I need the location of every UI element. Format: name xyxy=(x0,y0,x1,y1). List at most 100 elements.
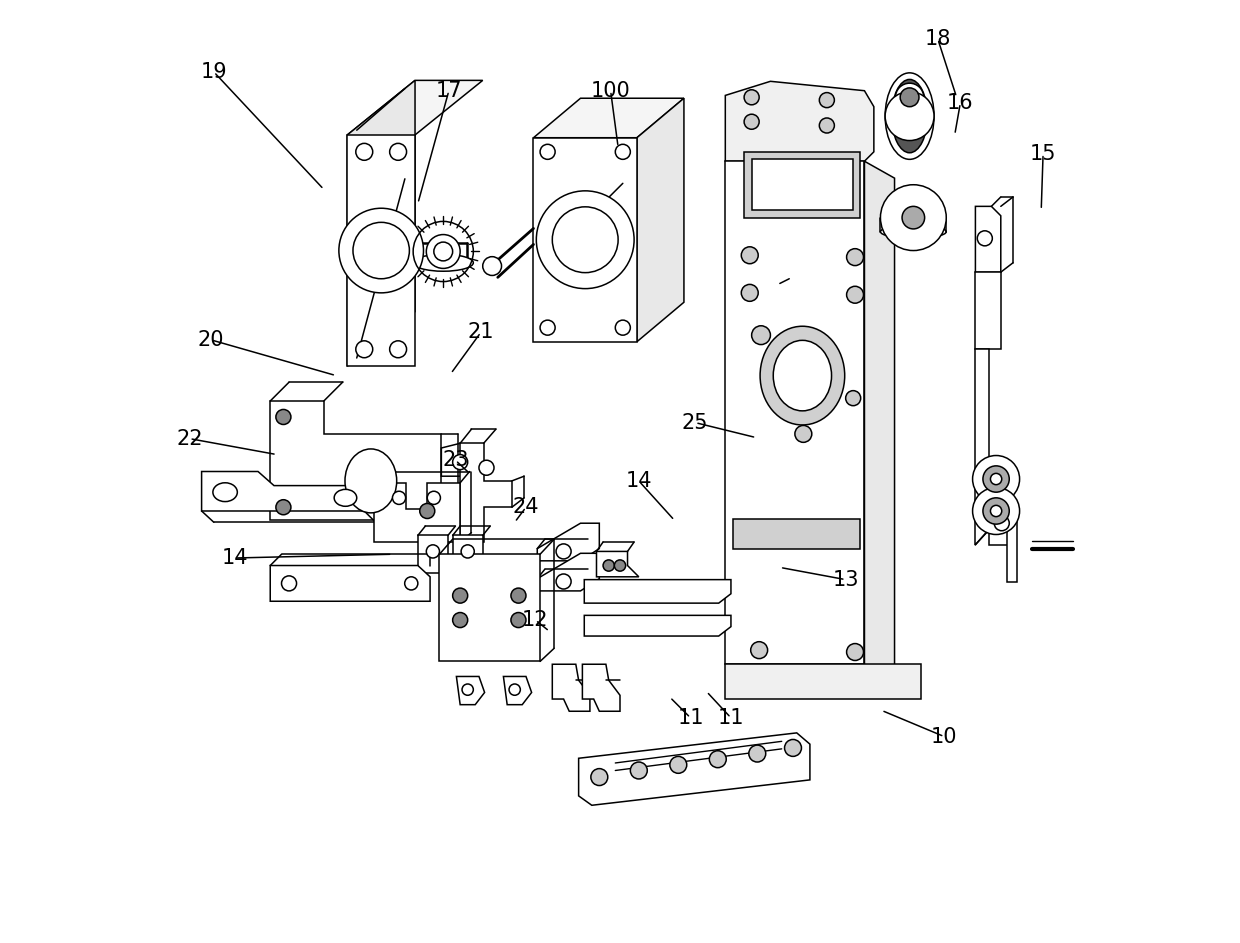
Polygon shape xyxy=(439,554,541,661)
Circle shape xyxy=(552,207,618,273)
Circle shape xyxy=(742,247,758,264)
Ellipse shape xyxy=(413,255,474,272)
Polygon shape xyxy=(725,664,921,699)
Ellipse shape xyxy=(760,326,844,425)
Text: 16: 16 xyxy=(947,93,973,113)
Ellipse shape xyxy=(880,225,946,239)
Text: 15: 15 xyxy=(1030,143,1056,164)
Circle shape xyxy=(511,613,526,628)
Polygon shape xyxy=(637,98,684,341)
Circle shape xyxy=(427,545,439,558)
Circle shape xyxy=(983,466,1009,492)
Polygon shape xyxy=(725,161,864,664)
Text: 14: 14 xyxy=(625,471,652,491)
Polygon shape xyxy=(373,483,460,542)
Polygon shape xyxy=(270,566,430,602)
Polygon shape xyxy=(976,273,1001,349)
Polygon shape xyxy=(347,80,482,135)
Circle shape xyxy=(590,769,608,786)
Circle shape xyxy=(339,208,424,293)
Circle shape xyxy=(901,207,925,229)
Polygon shape xyxy=(460,443,512,542)
Circle shape xyxy=(615,144,630,159)
Ellipse shape xyxy=(885,73,934,159)
Polygon shape xyxy=(744,152,859,218)
Polygon shape xyxy=(751,159,853,210)
Circle shape xyxy=(750,641,768,658)
Circle shape xyxy=(785,739,801,756)
Circle shape xyxy=(709,751,727,768)
Polygon shape xyxy=(725,81,874,161)
Polygon shape xyxy=(441,443,474,476)
Circle shape xyxy=(977,231,992,246)
Text: 23: 23 xyxy=(443,450,469,471)
Polygon shape xyxy=(596,552,639,577)
Circle shape xyxy=(847,287,863,304)
Text: 11: 11 xyxy=(718,708,744,728)
Text: 13: 13 xyxy=(832,570,859,589)
Circle shape xyxy=(461,545,474,558)
Circle shape xyxy=(749,745,766,762)
Polygon shape xyxy=(537,554,599,591)
Circle shape xyxy=(404,577,418,590)
Circle shape xyxy=(453,455,467,470)
Circle shape xyxy=(482,256,501,275)
Circle shape xyxy=(983,498,1009,524)
Circle shape xyxy=(820,92,835,108)
Circle shape xyxy=(541,144,556,159)
Circle shape xyxy=(847,249,863,266)
Circle shape xyxy=(463,684,474,695)
Circle shape xyxy=(434,242,453,261)
Circle shape xyxy=(356,143,373,160)
Circle shape xyxy=(880,185,946,251)
Polygon shape xyxy=(347,135,415,366)
Circle shape xyxy=(847,643,863,660)
Polygon shape xyxy=(202,472,365,511)
Circle shape xyxy=(356,340,373,357)
Text: 18: 18 xyxy=(925,29,951,49)
Circle shape xyxy=(275,409,291,424)
Circle shape xyxy=(389,340,407,357)
Polygon shape xyxy=(584,580,730,604)
Circle shape xyxy=(972,455,1019,503)
Polygon shape xyxy=(976,349,988,545)
Circle shape xyxy=(614,560,626,571)
Polygon shape xyxy=(579,733,810,805)
Circle shape xyxy=(615,320,630,335)
Text: 14: 14 xyxy=(221,548,248,568)
Ellipse shape xyxy=(892,79,928,153)
Circle shape xyxy=(453,588,467,604)
Circle shape xyxy=(991,505,1002,517)
Text: 20: 20 xyxy=(197,330,224,350)
Circle shape xyxy=(795,425,812,442)
Text: 11: 11 xyxy=(677,708,704,728)
Text: 10: 10 xyxy=(931,727,957,747)
Circle shape xyxy=(991,473,1002,485)
Circle shape xyxy=(742,285,758,302)
Polygon shape xyxy=(453,536,482,573)
Circle shape xyxy=(885,91,934,141)
Ellipse shape xyxy=(213,483,237,502)
Polygon shape xyxy=(976,207,1001,273)
Polygon shape xyxy=(583,664,620,711)
Circle shape xyxy=(428,491,440,505)
Circle shape xyxy=(670,756,687,773)
Polygon shape xyxy=(503,676,532,704)
Polygon shape xyxy=(347,80,415,366)
Circle shape xyxy=(900,88,919,107)
Polygon shape xyxy=(584,616,730,636)
Ellipse shape xyxy=(345,449,397,513)
Circle shape xyxy=(511,588,526,604)
Ellipse shape xyxy=(774,340,832,411)
Polygon shape xyxy=(456,676,485,704)
Circle shape xyxy=(353,223,409,279)
Polygon shape xyxy=(552,664,590,711)
Ellipse shape xyxy=(334,489,357,506)
Circle shape xyxy=(389,143,407,160)
Circle shape xyxy=(556,544,572,559)
Polygon shape xyxy=(864,161,894,680)
Text: 19: 19 xyxy=(201,62,227,82)
Circle shape xyxy=(630,762,647,779)
Circle shape xyxy=(820,118,835,133)
Polygon shape xyxy=(1007,511,1017,583)
